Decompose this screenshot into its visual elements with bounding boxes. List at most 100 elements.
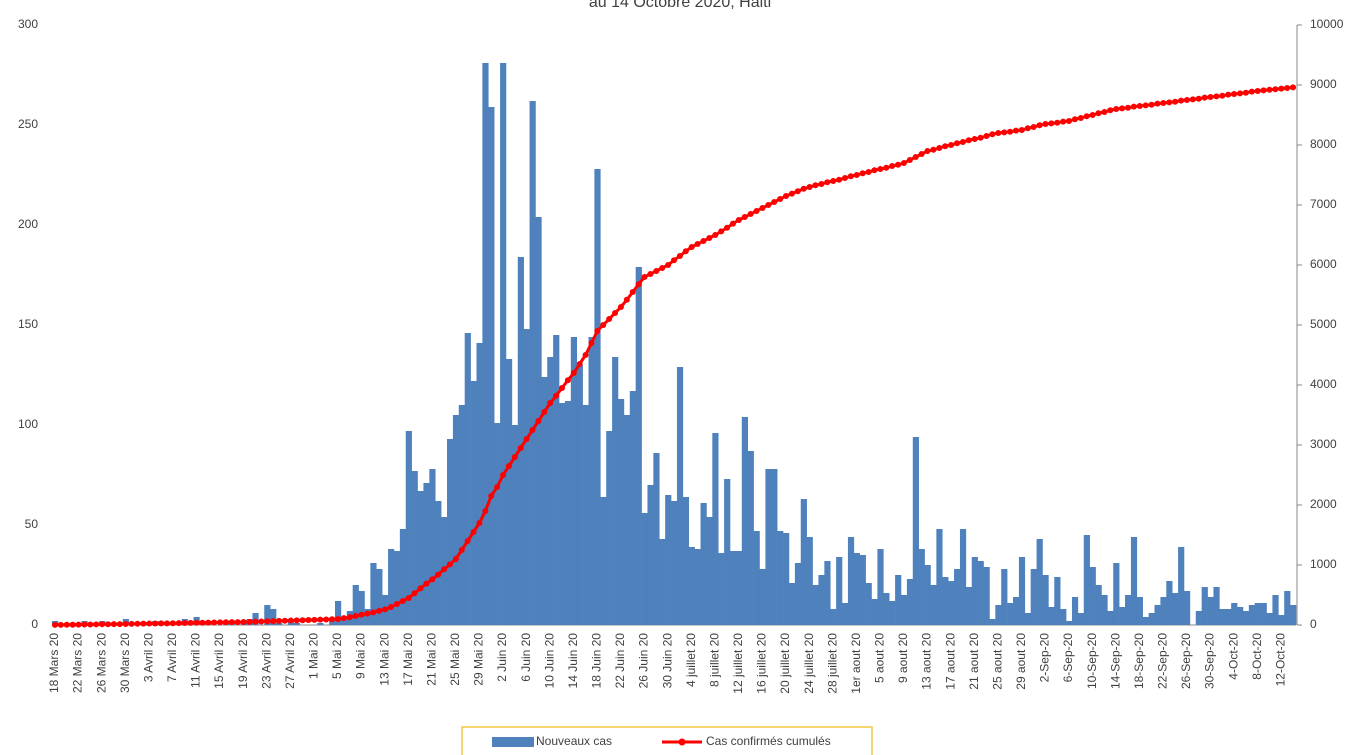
bar bbox=[794, 563, 802, 625]
bar bbox=[930, 585, 937, 625]
line-marker bbox=[205, 619, 212, 626]
bar bbox=[706, 517, 713, 625]
bar bbox=[606, 431, 613, 625]
y-tick-label: 150 bbox=[18, 317, 38, 331]
bar bbox=[276, 623, 283, 625]
x-tick-label: 6-Sep-20 bbox=[1061, 633, 1075, 683]
line-marker bbox=[712, 232, 719, 238]
line-marker bbox=[399, 598, 406, 604]
x-tick-label: 29 Mai 20 bbox=[472, 633, 486, 686]
bar bbox=[1290, 605, 1297, 625]
line-marker bbox=[57, 621, 64, 628]
bar bbox=[1054, 577, 1061, 625]
line-marker bbox=[812, 182, 819, 189]
line-marker bbox=[936, 145, 943, 151]
line-marker bbox=[741, 214, 748, 220]
line-marker bbox=[948, 142, 955, 148]
x-tick-label: 2 Juin 20 bbox=[495, 633, 509, 682]
line-marker bbox=[1260, 87, 1267, 94]
bar bbox=[1119, 607, 1126, 625]
line-marker bbox=[1231, 91, 1238, 97]
bar bbox=[865, 583, 872, 625]
line-marker bbox=[671, 257, 677, 264]
bar bbox=[570, 337, 578, 625]
line-marker bbox=[529, 427, 536, 433]
bar bbox=[1266, 613, 1273, 625]
line-marker bbox=[1036, 122, 1043, 129]
line-marker bbox=[152, 620, 159, 627]
bar bbox=[388, 549, 395, 625]
bar bbox=[1071, 597, 1079, 625]
bar bbox=[1207, 597, 1214, 625]
x-tick-label: 1er aout 20 bbox=[849, 633, 863, 694]
bar bbox=[1148, 613, 1155, 625]
line-marker bbox=[81, 621, 88, 628]
y2-tick-label: 3000 bbox=[1310, 437, 1337, 451]
line-marker bbox=[1007, 128, 1014, 135]
line-marker bbox=[682, 248, 689, 255]
legend: Nouveaux cas Cas confirmés cumulés bbox=[461, 726, 873, 755]
bar bbox=[1225, 609, 1232, 625]
x-tick-label: 4-Oct-20 bbox=[1226, 633, 1240, 680]
line-marker bbox=[476, 520, 483, 526]
bar bbox=[1013, 597, 1020, 625]
x-tick-label: 22 Mars 20 bbox=[71, 633, 85, 693]
bar bbox=[564, 401, 572, 625]
line-marker bbox=[352, 613, 359, 619]
y2-tick-label: 4000 bbox=[1310, 377, 1337, 391]
x-tick-label: 21 Mai 20 bbox=[424, 633, 438, 686]
line-marker bbox=[889, 163, 896, 169]
bar bbox=[429, 469, 436, 625]
line-marker bbox=[617, 304, 624, 310]
bar bbox=[435, 501, 442, 625]
line-marker bbox=[653, 268, 660, 274]
line-marker bbox=[252, 618, 259, 625]
bar bbox=[741, 417, 748, 625]
line-marker bbox=[234, 619, 241, 626]
line-marker bbox=[158, 620, 165, 627]
line-marker bbox=[1124, 104, 1131, 111]
line-marker bbox=[806, 184, 813, 190]
line-marker bbox=[458, 547, 465, 553]
bar bbox=[1083, 535, 1090, 625]
x-tick-label: 26-Sep-20 bbox=[1179, 633, 1193, 689]
bar bbox=[753, 531, 760, 625]
bar bbox=[788, 583, 796, 625]
line-marker bbox=[694, 241, 701, 247]
bar bbox=[900, 595, 908, 625]
bar bbox=[1219, 609, 1226, 625]
bar bbox=[334, 601, 342, 625]
line-marker bbox=[676, 253, 683, 259]
bar bbox=[1172, 593, 1179, 625]
line-marker bbox=[388, 604, 395, 610]
line-marker bbox=[871, 167, 878, 174]
line-marker bbox=[287, 617, 294, 624]
line-marker bbox=[818, 181, 825, 187]
line-marker bbox=[1236, 90, 1243, 97]
line-marker bbox=[69, 621, 76, 628]
line-marker bbox=[1107, 107, 1114, 114]
line-marker bbox=[299, 617, 306, 624]
line-marker bbox=[169, 620, 176, 627]
bar bbox=[1095, 585, 1102, 625]
x-tick-label: 12 juillet 20 bbox=[731, 633, 745, 694]
bar bbox=[1237, 607, 1244, 625]
line-marker bbox=[541, 409, 548, 415]
x-tick-label: 24 juillet 20 bbox=[802, 633, 816, 694]
bar bbox=[877, 549, 884, 625]
bar bbox=[842, 603, 849, 625]
x-tick-label: 8 juillet 20 bbox=[707, 633, 721, 687]
y2-tick-label: 6000 bbox=[1310, 257, 1337, 271]
bar bbox=[629, 391, 636, 625]
bar bbox=[588, 337, 595, 625]
y-tick-label: 200 bbox=[18, 217, 38, 231]
line-marker bbox=[240, 619, 247, 625]
bar bbox=[936, 529, 943, 625]
bar bbox=[1089, 567, 1096, 625]
line-marker bbox=[989, 131, 996, 138]
line-marker bbox=[1201, 94, 1208, 101]
x-tick-label: 10-Sep-20 bbox=[1085, 633, 1099, 689]
bar bbox=[1254, 603, 1261, 625]
bar bbox=[859, 555, 866, 625]
bar bbox=[924, 565, 931, 625]
